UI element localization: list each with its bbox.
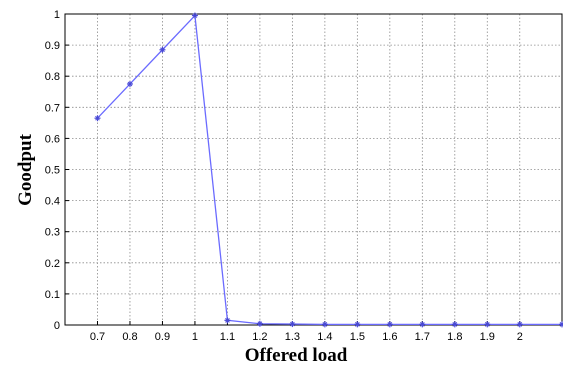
y-tick-label: 0.8 — [45, 71, 60, 83]
x-tick-label: 2 — [517, 331, 523, 343]
y-tick-label: 0.2 — [45, 258, 60, 270]
y-tick-label: 0.4 — [45, 196, 60, 208]
data-point-marker — [516, 321, 523, 328]
x-axis-title: Offered load — [245, 345, 348, 365]
x-axis-ticks: 0.7 0.8 0.9 1 1.1 1.2 1.3 1.4 1.5 1.6 1.7 1.8 1.9 2 — [90, 321, 523, 343]
x-tick-label: 1.3 — [285, 331, 300, 343]
y-tick-label: 0.1 — [45, 289, 60, 301]
y-tick-label: 0.5 — [45, 165, 60, 177]
x-tick-label: 1 — [192, 331, 198, 343]
y-tick-label: 0.3 — [45, 227, 60, 239]
data-point-marker — [559, 321, 563, 328]
y-tick-label: 0.9 — [45, 40, 60, 52]
grid-lines — [65, 13, 562, 326]
data-point-marker — [354, 321, 361, 328]
x-tick-label: 1.5 — [350, 331, 365, 343]
goodput-series-line — [97, 14, 562, 326]
data-point-marker — [484, 321, 491, 328]
x-tick-label: 1.2 — [252, 331, 267, 343]
x-tick-label: 1.7 — [415, 331, 430, 343]
data-point-marker — [159, 46, 166, 53]
y-tick-label: 0 — [54, 320, 60, 332]
data-point-marker — [451, 321, 458, 328]
x-tick-label: 1.8 — [447, 331, 462, 343]
x-tick-label: 0.7 — [90, 331, 105, 343]
data-point-marker — [191, 12, 198, 19]
data-point-marker — [94, 115, 101, 122]
y-axis-ticks: 0 0.1 0.2 0.3 0.4 0.5 0.6 0.7 0.8 0.9 1 — [45, 9, 69, 332]
x-tick-label: 1.4 — [317, 331, 332, 343]
x-tick-label: 0.9 — [155, 331, 170, 343]
y-tick-label: 1 — [54, 9, 60, 21]
goodput-series-markers — [94, 12, 563, 328]
x-tick-label: 1.9 — [480, 331, 495, 343]
data-point-marker — [224, 317, 231, 324]
data-point-marker — [419, 321, 426, 328]
data-point-marker — [289, 321, 296, 328]
data-point-marker — [386, 321, 393, 328]
data-point-marker — [321, 321, 328, 328]
x-tick-label: 0.8 — [122, 331, 137, 343]
y-tick-label: 0.6 — [45, 133, 60, 145]
x-tick-label: 1.1 — [220, 331, 235, 343]
y-axis-title: Goodput — [15, 133, 36, 205]
y-tick-label: 0.7 — [45, 102, 60, 114]
data-point-marker — [126, 80, 133, 87]
data-point-marker — [256, 320, 263, 327]
x-tick-label: 1.6 — [382, 331, 397, 343]
